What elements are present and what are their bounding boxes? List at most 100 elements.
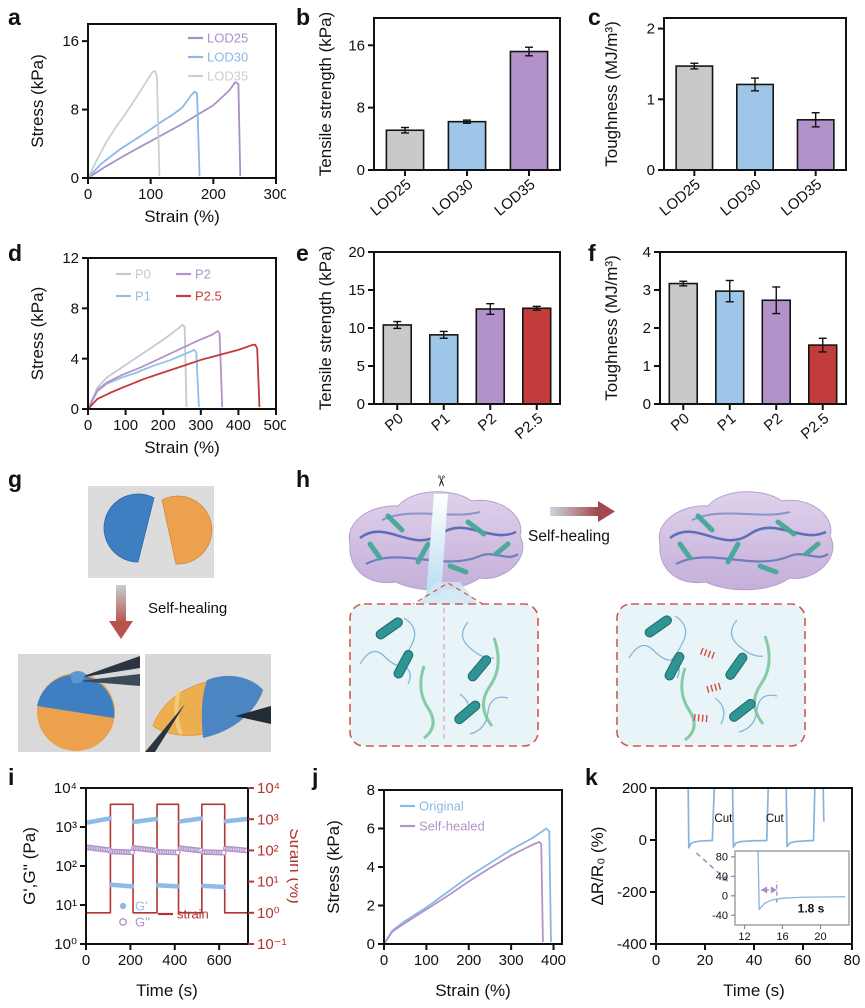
self-healing-down-arrow <box>109 585 133 639</box>
svg-text:0: 0 <box>71 401 79 418</box>
panel-letter-j: j <box>312 764 319 790</box>
svg-text:8: 8 <box>71 300 79 317</box>
zoom-cone-connector <box>409 582 487 606</box>
svg-text:Strain (%): Strain (%) <box>286 828 298 904</box>
svg-text:P0: P0 <box>135 267 151 282</box>
svg-text:10⁴: 10⁴ <box>54 780 77 797</box>
svg-text:Cut: Cut <box>766 813 785 825</box>
svg-text:0: 0 <box>357 162 365 179</box>
svg-text:16: 16 <box>348 37 365 54</box>
svg-text:200: 200 <box>151 417 176 434</box>
svg-text:60: 60 <box>795 952 812 969</box>
photo-healed-hydrogel-held <box>18 654 140 752</box>
svg-text:LOD25: LOD25 <box>657 176 704 220</box>
svg-text:600: 600 <box>207 952 232 969</box>
self-healing-label-h: Self-healing <box>528 528 610 545</box>
svg-text:P0: P0 <box>668 410 693 435</box>
svg-text:8: 8 <box>357 100 365 117</box>
panel-letter-d: d <box>8 240 23 266</box>
svg-text:10²: 10² <box>55 858 77 875</box>
svg-text:-200: -200 <box>617 884 647 901</box>
svg-text:300: 300 <box>188 417 213 434</box>
svg-text:LOD25: LOD25 <box>367 176 414 220</box>
hydrogel-network-healed-illustration <box>658 491 834 591</box>
self-healing-right-arrow <box>550 501 615 522</box>
svg-text:1.8 s: 1.8 s <box>798 901 825 915</box>
svg-text:P1: P1 <box>714 410 739 435</box>
self-healing-label-g: Self-healing <box>148 600 228 617</box>
svg-text:0: 0 <box>643 396 651 413</box>
chart-k-inset-healing-time: 12 16 20 -40 0 40 80 1.8 s <box>712 850 850 943</box>
svg-text:1: 1 <box>647 91 655 108</box>
svg-text:300: 300 <box>499 952 524 969</box>
svg-text:10³: 10³ <box>257 811 279 828</box>
svg-text:Stress (kPa): Stress (kPa) <box>28 54 47 148</box>
svg-text:200: 200 <box>456 952 481 969</box>
chart-e-tensile-strength-p: P0 P1 P2 P2.5 0 5 10 15 20 Tensile strength (kPa) <box>316 244 561 443</box>
svg-text:G',G'' (Pa): G',G'' (Pa) <box>20 827 39 905</box>
svg-text:80: 80 <box>844 952 860 969</box>
svg-text:400: 400 <box>226 417 251 434</box>
svg-text:Stress (kPa): Stress (kPa) <box>28 287 47 381</box>
svg-text:0: 0 <box>82 952 90 969</box>
svg-text:15: 15 <box>348 282 365 299</box>
chart-c-toughness-lod: LOD25 LOD30 LOD35 0 1 2 Toughness (MJ/m³) <box>602 17 847 220</box>
svg-text:80: 80 <box>716 852 728 864</box>
svg-text:10²: 10² <box>257 843 279 860</box>
chart-i-rheology-recovery: 0 200 400 600 10⁰ 10¹ 10² 10³ 10⁴ 10⁻¹ 10⁰ 10¹ 10² 10… <box>20 780 298 1000</box>
hydrogel-network-cut-illustration: ✂ <box>348 475 524 596</box>
svg-text:P1: P1 <box>428 410 453 435</box>
panel-letter-i: i <box>8 764 15 790</box>
svg-text:Time (s): Time (s) <box>136 981 198 1000</box>
svg-text:20: 20 <box>348 244 365 261</box>
svg-text:40: 40 <box>716 871 728 883</box>
svg-text:LOD35: LOD35 <box>491 176 538 220</box>
svg-text:100: 100 <box>138 186 163 203</box>
svg-text:100: 100 <box>113 417 138 434</box>
svg-text:0: 0 <box>84 186 92 203</box>
panel-letter-a: a <box>8 4 21 30</box>
svg-text:Stress (kPa): Stress (kPa) <box>324 820 343 914</box>
svg-text:G': G' <box>135 899 148 914</box>
chart-b-tensile-strength-lod: LOD25 LOD30 LOD35 0 8 16 Tensile strength (kPa… <box>316 12 561 220</box>
svg-text:10⁰: 10⁰ <box>54 936 77 953</box>
svg-text:strain: strain <box>177 907 209 922</box>
svg-text:4: 4 <box>643 244 651 261</box>
svg-text:1: 1 <box>643 358 651 375</box>
svg-text:2: 2 <box>367 898 375 915</box>
svg-text:2: 2 <box>647 21 655 38</box>
svg-text:16: 16 <box>62 33 79 50</box>
svg-text:LOD35: LOD35 <box>778 176 825 220</box>
svg-text:0: 0 <box>652 952 660 969</box>
svg-text:Time (s): Time (s) <box>723 981 785 1000</box>
panel-letter-c: c <box>588 4 601 30</box>
svg-text:Toughness (MJ/m³): Toughness (MJ/m³) <box>602 255 621 400</box>
svg-text:0: 0 <box>71 170 79 187</box>
svg-text:10³: 10³ <box>55 819 77 836</box>
svg-text:400: 400 <box>541 952 566 969</box>
svg-text:Self-healed: Self-healed <box>419 819 485 834</box>
svg-text:P2: P2 <box>761 410 786 435</box>
svg-text:500: 500 <box>263 417 286 434</box>
svg-text:P2: P2 <box>195 267 211 282</box>
svg-text:4: 4 <box>367 859 375 876</box>
svg-text:5: 5 <box>357 358 365 375</box>
chart-d-stress-strain-p: 0 100 200 300 400 500 0 4 8 12 Strain (%) Stress (k… <box>28 250 286 457</box>
svg-text:Tensile strength (kPa): Tensile strength (kPa) <box>316 12 335 176</box>
scissors-icon: ✂ <box>432 475 449 488</box>
svg-text:-40: -40 <box>712 910 728 922</box>
svg-text:-400: -400 <box>617 936 647 953</box>
chart-a-stress-strain-lod: 0 100 200 300 0 8 16 Strain (%) Stress (kPa) LOD2… <box>28 23 286 226</box>
svg-text:40: 40 <box>746 952 763 969</box>
svg-text:LOD25: LOD25 <box>207 31 248 46</box>
svg-text:LOD30: LOD30 <box>207 50 248 65</box>
panel-letter-e: e <box>296 240 309 266</box>
svg-text:200: 200 <box>622 780 647 797</box>
svg-text:Cut: Cut <box>714 813 733 825</box>
svg-text:P2.5: P2.5 <box>195 289 222 304</box>
svg-text:400: 400 <box>162 952 187 969</box>
svg-text:4: 4 <box>71 351 79 368</box>
panel-letter-h: h <box>296 466 311 492</box>
